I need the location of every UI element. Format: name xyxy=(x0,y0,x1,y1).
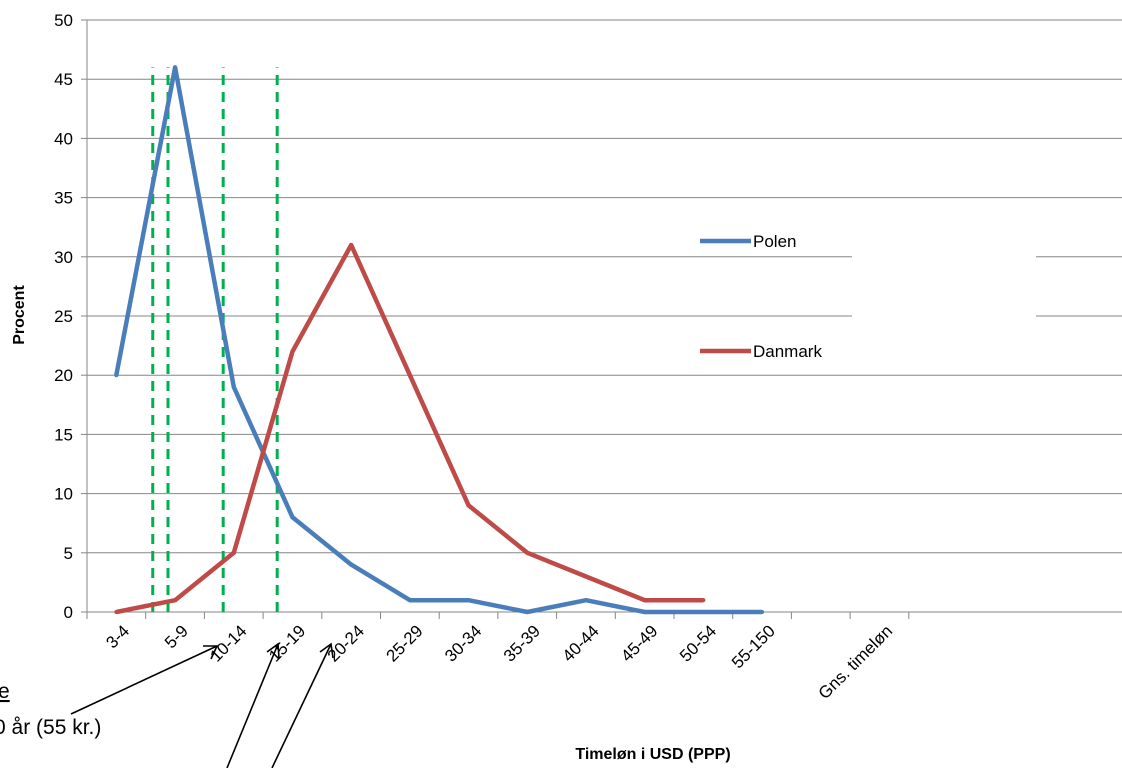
series-line-danmark xyxy=(115,242,704,615)
data-point xyxy=(466,503,471,508)
y-tick-labels: 0 5 10 15 20 25 30 35 40 45 50 xyxy=(54,11,87,622)
y-tick-label: 45 xyxy=(54,70,73,89)
arrow-2 xyxy=(226,643,279,768)
legend-label: Danmark xyxy=(753,342,822,361)
y-tick-label: 30 xyxy=(54,248,73,267)
data-point xyxy=(642,598,647,603)
data-point xyxy=(173,598,178,603)
data-point xyxy=(114,373,119,378)
arrow-3 xyxy=(271,643,332,768)
data-point xyxy=(525,610,530,614)
data-point xyxy=(231,385,236,390)
series-line-polen xyxy=(114,65,763,615)
x-axis-title: Timeløn i USD (PPP) xyxy=(575,746,730,763)
x-tick-labels: 3-4 5-9 10-14 15-19 20-24 25-29 30-34 35-39 40-4… xyxy=(86,612,910,703)
data-point xyxy=(290,349,295,354)
data-point xyxy=(525,550,530,555)
arrow-3-head xyxy=(319,642,334,659)
data-point xyxy=(407,373,412,378)
x-tick-label: 30-34 xyxy=(441,621,485,665)
annotation-partial-2: 0 år (55 kr.) xyxy=(0,716,101,739)
y-tick-label: 5 xyxy=(64,544,73,563)
y-tick-label: 10 xyxy=(54,485,73,504)
arrow-2-head xyxy=(266,642,280,659)
data-point xyxy=(114,610,119,614)
x-tick-label: 10-14 xyxy=(206,621,250,665)
data-point xyxy=(290,515,295,520)
data-point xyxy=(760,610,765,614)
data-point xyxy=(231,550,236,555)
y-tick-label: 40 xyxy=(54,129,73,148)
x-tick-label: 35-39 xyxy=(500,621,544,665)
gridlines xyxy=(87,19,1122,554)
x-tick-label: 5-9 xyxy=(161,621,192,652)
y-tick-label: 15 xyxy=(54,425,73,444)
y-tick-label: 25 xyxy=(54,307,73,326)
data-point xyxy=(173,65,178,70)
y-tick-label: 0 xyxy=(64,603,73,622)
x-tick-label: 45-49 xyxy=(617,621,661,665)
legend: Polen Danmark xyxy=(700,232,822,361)
x-tick-label: 40-44 xyxy=(559,621,603,665)
x-tick-label: 25-29 xyxy=(382,621,426,665)
annotation-partial-1: e xyxy=(0,680,10,703)
y-axis-title: Procent xyxy=(11,285,28,345)
y-tick-label: 35 xyxy=(54,189,73,208)
data-point xyxy=(583,598,588,603)
arrow-1 xyxy=(70,645,218,715)
x-tick-label: 55-150 xyxy=(728,621,779,672)
annotation-arrows xyxy=(70,642,334,768)
data-point xyxy=(407,598,412,603)
data-point xyxy=(583,574,588,579)
data-point xyxy=(349,562,354,567)
data-point xyxy=(701,598,706,603)
series-layer xyxy=(114,65,765,615)
reference-lines xyxy=(151,67,279,612)
x-tick-label: 3-4 xyxy=(102,621,133,652)
x-tick-label: 50-54 xyxy=(676,621,720,665)
data-point xyxy=(701,610,706,614)
x-tick-label: Gns. timeløn xyxy=(815,621,897,703)
y-tick-label: 50 xyxy=(54,11,73,30)
data-point xyxy=(349,242,354,247)
arrow-1-head xyxy=(203,645,219,660)
data-point xyxy=(466,598,471,603)
y-tick-label: 20 xyxy=(54,366,73,385)
legend-label: Polen xyxy=(753,232,796,251)
data-point xyxy=(642,610,647,614)
